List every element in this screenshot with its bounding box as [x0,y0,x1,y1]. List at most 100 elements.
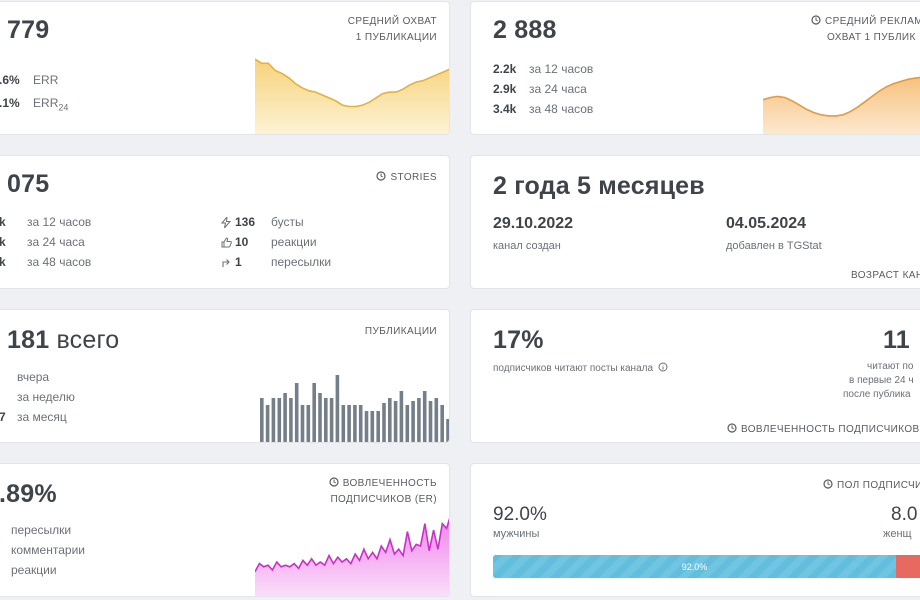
forwards-stat: 1 пересылки [221,255,331,269]
reach-card: 779 СРЕДНИЙ ОХВАТ 1 ПУБЛИКАЦИИ .6% ERR .… [0,1,450,135]
histogram-bar [347,405,351,442]
lightning-icon [221,217,231,228]
er-row: реакции [11,563,57,577]
histogram-bar [312,383,316,442]
histogram-bar [306,405,311,442]
histogram-bar [271,398,276,442]
histogram-bar [428,401,433,442]
histogram-bar [289,398,293,442]
histogram-bar [382,403,386,442]
posts-histogram [260,375,449,442]
male-bar-fill: 92.0% [493,555,896,578]
clock-icon [329,477,339,487]
histogram-bar [260,398,264,442]
male-value: 92.0% [493,504,547,525]
thumbs-up-icon [221,237,232,248]
sparkline-area [255,520,449,596]
clock-icon [823,479,833,489]
er-label[interactable]: ВОВЛЕЧЕННОСТЬ ПОДПИСЧИКОВ (ER) [329,477,437,505]
stories-label[interactable]: STORIES [376,170,437,186]
histogram-bar [405,405,410,442]
stories-row: kза 48 часов [0,255,92,269]
created-label: канал создан [493,240,561,252]
male-label: мужчины [493,528,540,540]
histogram-bar [353,405,357,442]
histogram-bar [335,375,340,442]
boosts-stat: 136 бусты [221,215,304,229]
histogram-bar [388,398,392,442]
histogram-bar [265,405,270,442]
clock-icon [727,423,737,433]
er-value: .89% [0,480,57,508]
posts-row: вчера [17,370,50,384]
age-value: 2 года 5 месяцев [493,172,705,200]
histogram-bar [294,383,299,442]
readers-left-label: подписчиков читают посты канала [493,362,672,374]
ad-reach-value: 2 888 [493,16,557,44]
ad-reach-card: 2 888 СРЕДНИЙ РЕКЛАМ ОХВАТ 1 ПУБЛИК 2.2k… [470,1,920,135]
reach-value: 779 [7,16,50,44]
posts-value: 181 всего [7,326,120,354]
err24-row: .1% ERR24 [0,96,69,113]
reach-label: СРЕДНИЙ ОХВАТ 1 ПУБЛИКАЦИИ [347,16,437,43]
histogram-bar [446,419,449,442]
female-value: 8.0 [891,504,918,525]
er-card: .89% ВОВЛЕЧЕННОСТЬ ПОДПИСЧИКОВ (ER) пере… [0,463,450,597]
histogram-bar [393,401,398,442]
sparkline-area [763,77,920,134]
histogram-bar [399,391,404,442]
histogram-bar [364,411,369,442]
sparkline-line [763,76,920,117]
added-label: добавлен в TGStat [726,240,822,252]
share-arrow-icon [221,257,231,267]
histogram-bar [434,398,439,442]
age-card: 2 года 5 месяцев 29.10.2022 канал создан… [470,155,920,289]
ad-reach-row: 3.4k за 48 часов [493,102,594,116]
histogram-bar [358,405,363,442]
readers-right-value: 11 [883,326,910,354]
stories-card: 075 STORIES kза 12 часов kза 24 часа kза… [0,155,450,289]
gender-bar: 92.0% [493,555,920,578]
gender-card: ПОЛ ПОДПИСЧИ 92.0% мужчины 8.0 женщ 92.0… [470,463,920,597]
histogram-bar [277,398,282,442]
sparkline-line [255,517,449,572]
sparkline-line [255,58,449,108]
histogram-bar [341,405,346,442]
posts-card: 181 всего ПУБЛИКАЦИИ вчера за неделю 7за… [0,309,450,443]
readers-left-value: 17% [493,326,544,354]
readers-right-label: читают по в первые 24 ч после публика [843,361,914,400]
clock-icon [376,171,387,181]
histogram-bar [376,411,380,442]
readers-footer[interactable]: ВОВЛЕЧЕННОСТЬ ПОДПИСЧИКОВ [727,422,920,438]
ad-reach-label: СРЕДНИЙ РЕКЛАМ ОХВАТ 1 ПУБЛИК [811,14,920,46]
female-label: женщ [883,528,912,540]
histogram-bar [324,398,328,442]
histogram-bar [411,401,415,442]
histogram-bar [422,391,427,442]
ad-reach-row: 2.9k за 24 часа [493,82,587,96]
stories-value: 075 [7,170,50,198]
posts-label: ПУБЛИКАЦИИ [364,326,437,337]
er-sparkline [255,517,449,596]
histogram-bar [300,405,305,442]
stories-row: kза 12 часов [0,215,92,229]
er-row: пересылки [11,523,72,537]
histogram-bar [440,405,444,442]
info-icon[interactable] [658,362,668,372]
sparkline-area [255,59,449,134]
ad-reach-sparkline [763,76,920,134]
histogram-bar [318,393,322,442]
stories-row: kза 24 часа [0,235,85,249]
histogram-bar [329,398,334,442]
posts-row: за неделю [17,390,75,404]
gender-label[interactable]: ПОЛ ПОДПИСЧИ [823,478,920,494]
er-row: комментарии [11,543,85,557]
created-date: 29.10.2022 [493,215,574,232]
histogram-bar [417,398,421,442]
histogram-bar [283,393,287,442]
reactions-stat: 10 реакции [221,235,317,249]
err-row: .6% ERR [0,73,59,87]
clock-icon [811,15,821,25]
added-date: 04.05.2024 [726,215,807,232]
histogram-bar [370,411,375,442]
